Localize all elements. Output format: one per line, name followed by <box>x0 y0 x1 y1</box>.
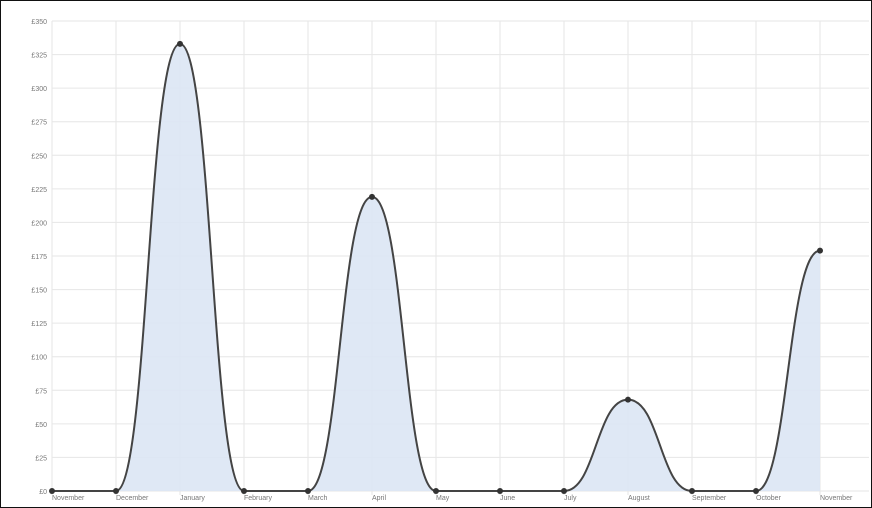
y-tick-label: £225 <box>31 187 47 194</box>
y-axis-labels: £0 £25 £50 £75 £100 £125 £150 £175 £200 £225 £250 £… <box>31 19 47 496</box>
data-point[interactable] <box>817 247 823 254</box>
data-point[interactable] <box>369 193 375 200</box>
x-tick-label: November <box>52 495 85 502</box>
data-point[interactable] <box>433 488 439 494</box>
y-tick-label: £100 <box>31 355 47 362</box>
data-point[interactable] <box>689 488 695 494</box>
y-tick-label: £25 <box>35 455 47 462</box>
line-layer <box>52 42 821 492</box>
x-tick-label: December <box>116 495 149 502</box>
y-tick-label: £0 <box>39 489 47 496</box>
y-tick-label: £350 <box>31 19 47 26</box>
data-point[interactable] <box>625 396 631 403</box>
y-tick-label: £275 <box>31 120 47 127</box>
x-tick-label: May <box>436 495 450 502</box>
data-point[interactable] <box>113 488 119 494</box>
x-tick-label: July <box>564 495 577 502</box>
y-tick-label: £250 <box>31 153 47 160</box>
x-tick-label: October <box>756 495 782 502</box>
x-tick-label: April <box>372 495 386 502</box>
area-layer <box>52 43 820 492</box>
x-tick-label: January <box>180 495 205 502</box>
area-fill <box>52 43 820 492</box>
x-tick-label: June <box>500 495 515 502</box>
data-point[interactable] <box>49 488 55 494</box>
x-axis-labels: November December January February March Apri… <box>52 495 853 502</box>
y-tick-label: £300 <box>31 86 47 93</box>
data-point[interactable] <box>305 488 311 494</box>
x-tick-label: November <box>820 495 853 502</box>
y-tick-label: £50 <box>35 422 47 429</box>
y-tick-label: £325 <box>31 53 47 60</box>
y-tick-label: £150 <box>31 288 47 295</box>
y-tick-label: £200 <box>31 220 47 227</box>
data-point[interactable] <box>241 488 247 494</box>
points-layer <box>49 40 823 494</box>
data-point[interactable] <box>177 40 183 47</box>
x-tick-label: September <box>692 495 727 502</box>
y-tick-label: £125 <box>31 321 47 328</box>
x-tick-label: August <box>628 495 650 502</box>
x-tick-label: February <box>244 495 273 502</box>
data-point[interactable] <box>561 488 567 494</box>
data-point[interactable] <box>497 488 503 494</box>
y-tick-label: £175 <box>31 254 47 261</box>
series-line <box>52 42 821 492</box>
x-tick-label: March <box>308 495 328 502</box>
y-tick-label: £75 <box>35 388 47 395</box>
data-point[interactable] <box>753 488 759 494</box>
